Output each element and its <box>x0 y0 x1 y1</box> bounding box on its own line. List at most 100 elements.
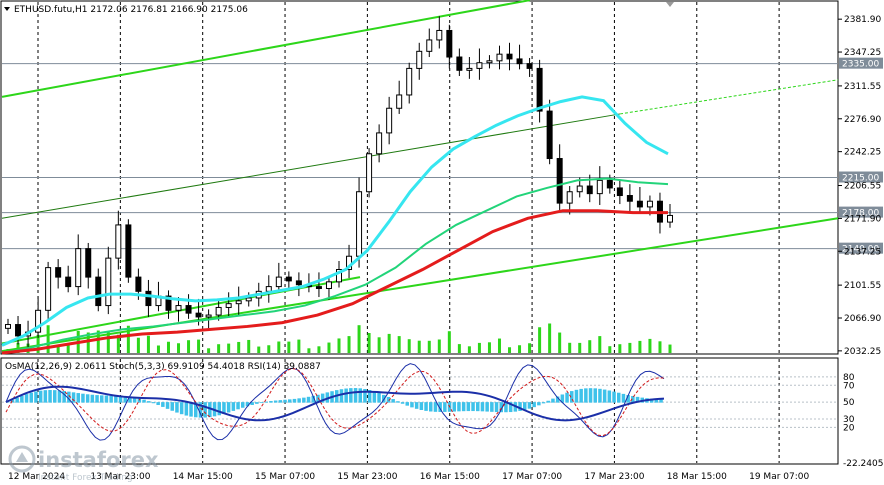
osma-bar <box>24 394 29 403</box>
osma-bar <box>184 402 189 416</box>
osma-bar <box>283 399 287 403</box>
volume-bar <box>86 332 90 353</box>
osma-bar <box>161 402 165 407</box>
level-tag-label: 2335.00 <box>842 60 879 70</box>
volume-bar <box>508 347 512 353</box>
volume-bar <box>116 334 120 353</box>
osma-bar <box>363 388 367 403</box>
volume-bar <box>618 344 622 353</box>
osma-bar <box>175 402 179 413</box>
candle-body <box>245 297 252 302</box>
osma-bar <box>15 397 19 403</box>
osma-bar <box>156 402 160 406</box>
dropdown-triangle-icon[interactable] <box>4 7 10 11</box>
chart-title: ETHUSD.futu,H1 2172.06 2176.81 2166.90 2… <box>14 5 248 15</box>
osma-bar <box>565 392 569 403</box>
candle-body <box>195 312 202 318</box>
osma-bar <box>424 402 428 411</box>
stochastic-signal-line <box>5 368 665 437</box>
osma-bar <box>621 393 626 403</box>
volume-bar <box>417 340 421 353</box>
candle-body <box>586 185 593 195</box>
volume-bar <box>558 332 562 353</box>
osma-bar <box>128 396 132 403</box>
osma-bar <box>443 402 447 412</box>
volume-bar <box>56 345 60 353</box>
osma-bar <box>499 402 503 413</box>
osma-bar <box>53 390 57 403</box>
osma-bar <box>118 396 123 403</box>
volume-bar <box>317 346 321 353</box>
osma-bar <box>405 402 409 406</box>
osma-bar <box>555 396 560 403</box>
osma-bar <box>306 396 311 403</box>
osma-bar <box>222 402 226 414</box>
volume-bar <box>497 338 501 353</box>
osma-bar <box>137 398 142 403</box>
price-tick-label: 2311.55 <box>844 82 881 92</box>
time-tick-label: 15 Mar 23:00 <box>337 472 397 482</box>
logo-ring-icon <box>8 445 36 473</box>
time-tick-label: 14 Mar 15:00 <box>173 472 233 482</box>
volume-bar <box>207 348 211 353</box>
price-tick-label: 2347.25 <box>844 48 881 58</box>
osma-bar <box>250 402 254 405</box>
osma-bar <box>490 402 494 412</box>
volume-bar <box>427 340 431 353</box>
osma-bar <box>532 402 536 408</box>
osma-bar <box>241 402 245 408</box>
osma-bar <box>292 398 297 403</box>
volume-bar <box>447 331 451 353</box>
candle-body <box>466 67 473 71</box>
osma-bar <box>631 395 635 403</box>
osma-bar <box>471 402 475 412</box>
candle-body <box>165 295 172 311</box>
candle-body <box>626 195 633 202</box>
osma-bar <box>410 402 414 408</box>
osma-bar <box>95 395 99 403</box>
ma-mid-line <box>1 177 669 354</box>
osma-bar <box>311 395 315 403</box>
candle-body <box>75 248 82 288</box>
osma-bar <box>10 399 15 403</box>
osma-bar <box>527 402 532 409</box>
osma-bar <box>588 388 593 403</box>
candle-body <box>476 62 483 69</box>
volume-bar <box>297 339 301 353</box>
indicator-plot-frame <box>0 357 839 465</box>
osma-bar <box>602 389 607 403</box>
volume-bar <box>477 342 481 353</box>
logo-brand-text: instaforex <box>38 448 159 472</box>
price-axis: 2381.90 2347.25 2311.55 2276.90 2242.25 2206.… <box>838 15 881 357</box>
candle-body <box>556 158 563 204</box>
volume-bar <box>347 336 351 353</box>
candle-body <box>396 94 403 109</box>
volume-bar <box>16 342 20 353</box>
time-axis: 12 Mar 2024 13 Mar 23:00 14 Mar 15:00 15 Ma… <box>8 472 809 482</box>
candle-body <box>456 56 463 71</box>
chart-shift-icon[interactable] <box>666 2 674 7</box>
price-tick-label: 2381.90 <box>844 15 881 25</box>
volume-bar <box>187 340 191 353</box>
candle-body <box>205 314 212 318</box>
osma-bar <box>81 393 85 403</box>
volume-bar <box>648 338 652 353</box>
osma-bar <box>372 391 377 403</box>
osma-bar <box>85 394 90 403</box>
channel-line <box>1 113 621 219</box>
rsi-line <box>5 385 665 422</box>
volume-bar <box>457 344 461 353</box>
osma-bar <box>400 402 405 404</box>
volume-bar <box>658 341 662 353</box>
volume-bar <box>598 336 602 353</box>
volume-bar <box>467 346 471 353</box>
osma-bar <box>584 388 588 403</box>
osma-bar <box>114 395 118 403</box>
osma-bar <box>598 388 602 403</box>
candle-body <box>667 214 673 223</box>
osma-bar <box>76 393 80 403</box>
volume-bar <box>177 343 181 353</box>
volume-bar <box>397 336 401 353</box>
candle-body <box>185 305 192 314</box>
